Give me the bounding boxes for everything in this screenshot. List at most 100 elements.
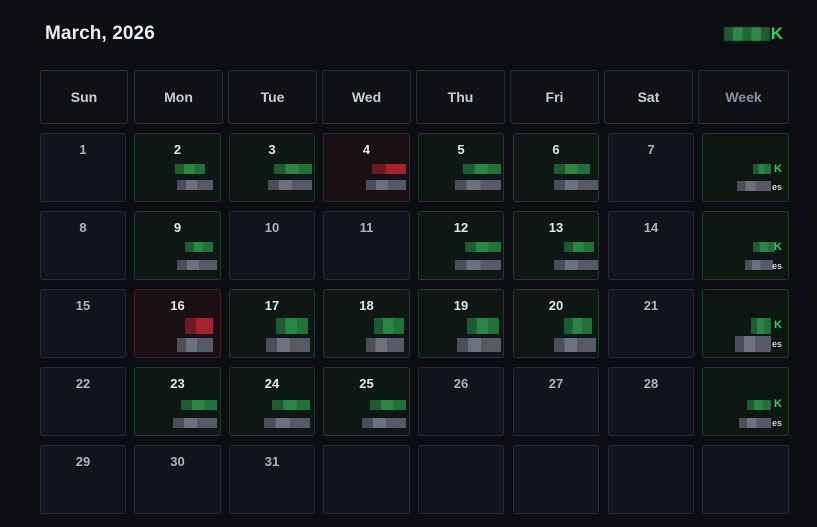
day-pnl-redacted [564, 242, 594, 252]
day-cell[interactable]: 26 [418, 367, 504, 436]
day-pnl-redacted [276, 318, 308, 334]
day-number: 19 [453, 298, 469, 313]
day-number: 10 [264, 220, 280, 235]
month-total: K [723, 24, 783, 44]
day-cell[interactable]: 17 [229, 289, 315, 358]
week-pnl-suffix: K [774, 163, 782, 175]
calendar-header: March, 2026 K [45, 22, 783, 46]
empty-week-cell [702, 445, 789, 514]
day-cell[interactable]: 24 [229, 367, 315, 436]
day-number: 23 [170, 376, 185, 391]
day-trades-redacted [366, 180, 406, 190]
day-cell[interactable]: 16 [134, 289, 221, 358]
day-trades-redacted [177, 260, 217, 270]
day-number: 8 [79, 220, 87, 235]
day-cell[interactable]: 15 [40, 289, 126, 358]
day-cell[interactable]: 1 [40, 133, 126, 202]
day-cell[interactable]: 3 [229, 133, 315, 202]
day-cell[interactable]: 25 [323, 367, 410, 436]
day-cell[interactable]: 23 [134, 367, 221, 436]
day-cell[interactable]: 31 [229, 445, 315, 514]
day-trades-redacted [173, 418, 217, 428]
day-cell[interactable]: 2 [134, 133, 221, 202]
day-number: 1 [79, 142, 87, 157]
week-pnl-suffix: K [774, 319, 782, 331]
day-number: 31 [264, 454, 280, 469]
week-pnl-redacted [753, 164, 771, 174]
day-pnl-redacted [185, 242, 213, 252]
day-cell[interactable]: 11 [323, 211, 410, 280]
day-cell[interactable]: 22 [40, 367, 126, 436]
day-pnl-redacted [463, 164, 501, 174]
day-trades-redacted [177, 338, 213, 352]
day-number: 6 [552, 142, 560, 157]
day-pnl-redacted [372, 164, 406, 174]
day-trades-redacted [268, 180, 312, 190]
week-trades-suffix: es [771, 261, 782, 271]
day-trades-redacted [366, 338, 404, 352]
day-trades-redacted [554, 260, 598, 270]
day-number: 16 [170, 298, 185, 313]
empty-day-cell [513, 445, 599, 514]
day-cell[interactable]: 30 [134, 445, 221, 514]
day-number: 21 [643, 298, 659, 313]
header-sun: Sun [40, 70, 128, 124]
day-number: 14 [643, 220, 659, 235]
day-pnl-redacted [554, 164, 590, 174]
day-cell[interactable]: 6 [513, 133, 599, 202]
day-number: 18 [359, 298, 374, 313]
day-number: 24 [264, 376, 280, 391]
header-fri: Fri [510, 70, 599, 124]
week-trades-suffix: es [771, 418, 782, 428]
day-pnl-redacted [370, 400, 406, 410]
header-wed: Wed [322, 70, 411, 124]
header-week: Week [698, 70, 789, 124]
day-cell[interactable]: 20 [513, 289, 599, 358]
day-number: 20 [548, 298, 564, 313]
day-number: 12 [453, 220, 469, 235]
day-cell[interactable]: 29 [40, 445, 126, 514]
day-pnl-redacted [564, 318, 592, 334]
week-summary-cell[interactable]: K es [702, 289, 789, 358]
day-cell[interactable]: 27 [513, 367, 599, 436]
empty-day-cell [418, 445, 504, 514]
day-cell[interactable]: 12 [418, 211, 504, 280]
day-pnl-redacted [465, 242, 501, 252]
day-cell[interactable]: 19 [418, 289, 504, 358]
day-number: 30 [170, 454, 185, 469]
empty-day-cell [608, 445, 694, 514]
day-trades-redacted [455, 180, 501, 190]
week-trades-redacted [735, 336, 771, 352]
day-cell[interactable]: 13 [513, 211, 599, 280]
day-cell[interactable]: 14 [608, 211, 694, 280]
month-title: March, 2026 [45, 23, 155, 44]
day-cell[interactable]: 9 [134, 211, 221, 280]
day-cell[interactable]: 7 [608, 133, 694, 202]
day-number: 29 [75, 454, 91, 469]
day-cell[interactable]: 18 [323, 289, 410, 358]
day-cell[interactable]: 10 [229, 211, 315, 280]
day-cell[interactable]: 5 [418, 133, 504, 202]
day-cell[interactable]: 4 [323, 133, 410, 202]
day-trades-redacted [362, 418, 406, 428]
day-trades-redacted [554, 180, 598, 190]
week-trades-suffix: es [771, 339, 782, 349]
day-number: 9 [173, 220, 182, 235]
day-pnl-redacted [175, 164, 205, 174]
week-summary-cell[interactable]: K es [702, 133, 789, 202]
week-trades-redacted [739, 418, 771, 428]
header-tue: Tue [228, 70, 317, 124]
week-summary-cell[interactable]: K es [702, 367, 789, 436]
day-cell[interactable]: 28 [608, 367, 694, 436]
day-number: 22 [75, 376, 91, 391]
day-number: 25 [359, 376, 374, 391]
day-number: 13 [548, 220, 564, 235]
week-pnl-redacted [751, 318, 771, 334]
day-cell[interactable]: 8 [40, 211, 126, 280]
day-cell[interactable]: 21 [608, 289, 694, 358]
day-number: 3 [268, 142, 276, 157]
month-total-redacted-value [723, 27, 770, 41]
empty-day-cell [323, 445, 410, 514]
week-trades-redacted [745, 260, 773, 270]
week-summary-cell[interactable]: K es [702, 211, 789, 280]
